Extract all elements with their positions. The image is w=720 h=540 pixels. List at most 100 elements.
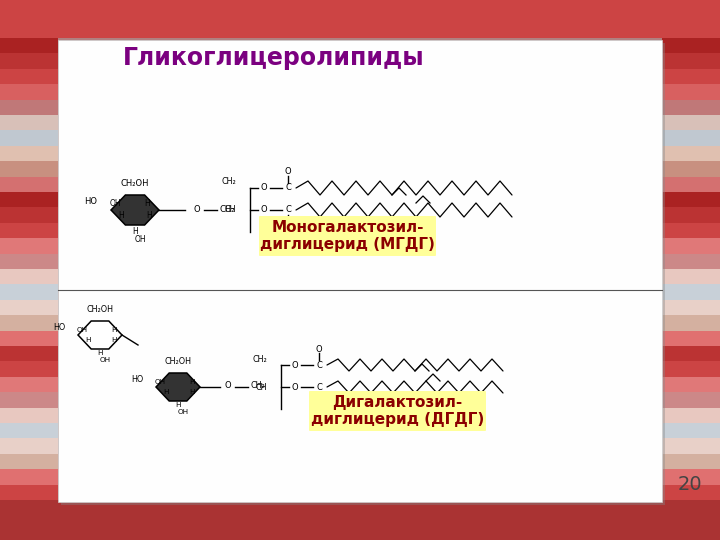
Text: H: H	[97, 350, 103, 356]
Text: OH: OH	[77, 327, 88, 333]
Bar	[662, 392, 720, 408]
Bar	[0, 346, 58, 361]
Text: CH₂OH: CH₂OH	[164, 357, 192, 367]
Bar	[662, 99, 720, 115]
Text: C: C	[285, 206, 291, 214]
Text: O: O	[284, 167, 292, 177]
Bar	[662, 53, 720, 69]
Bar	[662, 315, 720, 330]
Text: OH: OH	[109, 199, 121, 208]
Bar	[0, 408, 58, 423]
Text: 20: 20	[678, 476, 702, 495]
Bar	[662, 69, 720, 84]
Polygon shape	[156, 373, 200, 401]
Bar	[662, 238, 720, 254]
Text: H: H	[146, 212, 152, 220]
Text: H: H	[144, 199, 150, 208]
Text: O: O	[194, 205, 200, 213]
Bar	[0, 361, 58, 377]
Bar	[0, 223, 58, 238]
Bar	[662, 38, 720, 53]
Bar	[662, 377, 720, 392]
FancyBboxPatch shape	[309, 391, 486, 431]
Bar	[662, 115, 720, 130]
Bar	[662, 207, 720, 223]
Text: HO: HO	[84, 198, 97, 206]
Bar	[0, 438, 58, 454]
Polygon shape	[111, 195, 159, 225]
Bar	[0, 53, 58, 69]
Text: H: H	[189, 389, 194, 395]
Bar	[662, 438, 720, 454]
Text: Дигалактозил-
диглицерид (ДГДГ): Дигалактозил- диглицерид (ДГДГ)	[311, 395, 484, 427]
Text: H: H	[175, 402, 181, 408]
Bar	[0, 177, 58, 192]
Text: H: H	[85, 337, 91, 343]
Bar	[662, 469, 720, 484]
Bar	[662, 84, 720, 99]
Bar	[0, 423, 58, 438]
Text: H: H	[118, 212, 124, 220]
Text: CH: CH	[256, 382, 267, 392]
Bar	[0, 38, 58, 53]
Text: OH: OH	[134, 235, 146, 245]
Bar	[0, 207, 58, 223]
Text: H: H	[163, 389, 168, 395]
Text: O: O	[292, 361, 298, 369]
Text: HO: HO	[132, 375, 144, 383]
Text: C: C	[316, 382, 322, 392]
Text: H: H	[132, 227, 138, 237]
Text: O: O	[261, 206, 267, 214]
Text: OH: OH	[177, 409, 189, 415]
Bar	[0, 69, 58, 84]
Bar	[662, 192, 720, 207]
Bar	[662, 146, 720, 161]
Text: C: C	[316, 361, 322, 369]
Bar	[61, 43, 665, 505]
Text: O: O	[225, 381, 231, 390]
Bar	[662, 269, 720, 285]
Text: O: O	[315, 399, 323, 408]
Text: CH₂: CH₂	[220, 205, 235, 213]
Text: CH₂: CH₂	[221, 178, 236, 186]
Bar	[0, 285, 58, 300]
Bar	[0, 269, 58, 285]
Bar	[662, 300, 720, 315]
Text: O: O	[261, 184, 267, 192]
Text: O: O	[284, 221, 292, 231]
Bar	[662, 423, 720, 438]
Bar	[0, 484, 58, 500]
Bar	[662, 254, 720, 269]
Bar	[662, 330, 720, 346]
Text: HO: HO	[54, 322, 66, 332]
FancyBboxPatch shape	[259, 216, 436, 256]
Bar	[0, 377, 58, 392]
Text: OH: OH	[155, 379, 166, 385]
Text: OH: OH	[99, 357, 111, 363]
Bar	[662, 285, 720, 300]
Bar	[662, 130, 720, 146]
Text: C: C	[285, 184, 291, 192]
Text: H: H	[189, 379, 194, 385]
Bar	[0, 469, 58, 484]
Text: CH₂OH: CH₂OH	[86, 306, 114, 314]
Bar	[0, 238, 58, 254]
Text: CH₂OH: CH₂OH	[121, 179, 149, 187]
Bar	[662, 177, 720, 192]
Bar	[662, 484, 720, 500]
Bar	[0, 454, 58, 469]
Text: Моногалактозил-
диглицерид (МГДГ): Моногалактозил- диглицерид (МГДГ)	[260, 220, 435, 252]
Bar	[662, 346, 720, 361]
Text: H: H	[112, 337, 117, 343]
Bar	[662, 361, 720, 377]
Bar	[0, 500, 720, 540]
Bar	[0, 161, 58, 177]
Bar	[0, 99, 58, 115]
Bar	[0, 300, 58, 315]
Polygon shape	[78, 321, 122, 349]
Text: O: O	[315, 345, 323, 354]
Bar	[58, 40, 662, 502]
Bar	[662, 408, 720, 423]
Bar	[662, 161, 720, 177]
Bar	[0, 130, 58, 146]
